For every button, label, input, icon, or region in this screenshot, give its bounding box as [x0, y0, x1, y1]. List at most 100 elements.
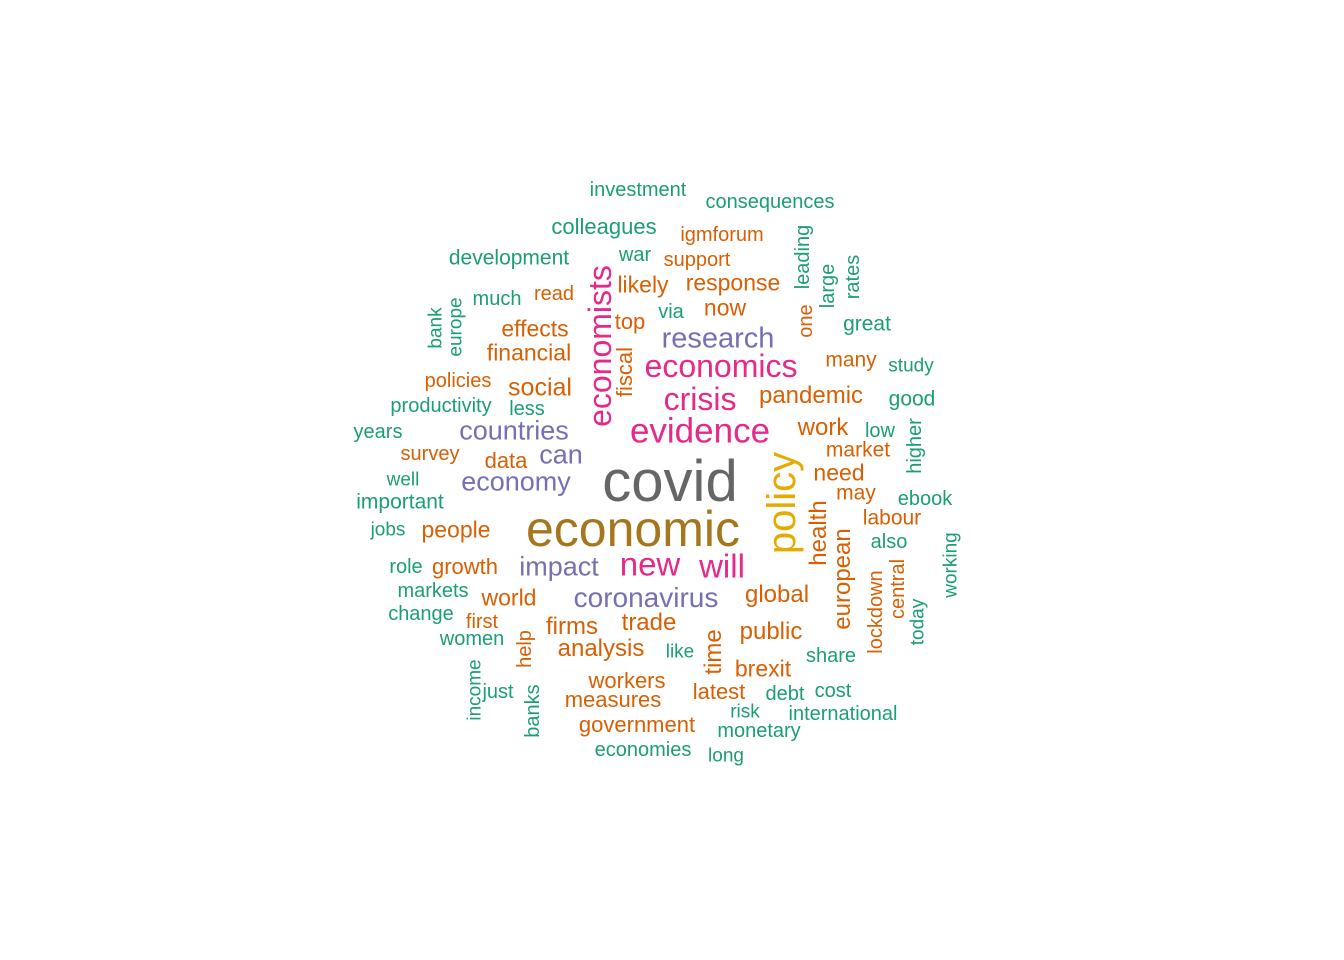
word-consequences: consequences — [705, 191, 835, 213]
word-income: income — [464, 659, 486, 721]
word-important: important — [356, 490, 444, 514]
word-one: one — [795, 304, 817, 338]
word-well: well — [386, 469, 420, 491]
word-will: will — [699, 547, 745, 585]
word-economy: economy — [461, 466, 571, 497]
word-bank: bank — [425, 307, 447, 349]
word-just: just — [482, 681, 514, 703]
word-markets: markets — [397, 580, 469, 602]
word-debt: debt — [765, 683, 805, 705]
word-also: also — [870, 531, 908, 553]
word-trade: trade — [621, 609, 677, 636]
word-war: war — [618, 244, 652, 266]
word-productivity: productivity — [390, 395, 492, 417]
word-higher: higher — [904, 418, 926, 474]
word-labour: labour — [862, 506, 922, 530]
word-central: central — [887, 558, 909, 620]
word-effects: effects — [501, 315, 569, 342]
word-time: time — [700, 629, 727, 675]
word-now: now — [703, 294, 747, 321]
word-public: public — [739, 618, 803, 645]
word-world: world — [481, 584, 537, 611]
word-leading: leading — [792, 224, 814, 290]
word-like: like — [665, 641, 695, 663]
word-response: response — [685, 269, 781, 296]
word-international: international — [788, 703, 898, 725]
word-firms: firms — [546, 613, 598, 640]
word-market: market — [825, 438, 891, 462]
word-investment: investment — [589, 179, 687, 201]
word-growth: growth — [431, 554, 499, 579]
word-colleagues: colleagues — [551, 214, 657, 239]
word-social: social — [508, 373, 572, 402]
word-global: global — [744, 581, 810, 608]
word-first: first — [465, 611, 499, 633]
word-measures: measures — [564, 687, 662, 712]
word-share: share — [805, 645, 857, 667]
word-good: good — [888, 387, 936, 411]
word-banks: banks — [522, 684, 544, 738]
word-igmforum: igmforum — [680, 224, 764, 246]
word-policies: policies — [424, 370, 492, 392]
word-government: government — [578, 712, 696, 737]
word-rates: rates — [842, 254, 864, 300]
word-may: may — [836, 481, 876, 505]
word-workers: workers — [588, 668, 666, 693]
word-covid: covid — [602, 449, 738, 514]
word-financial: financial — [486, 339, 572, 366]
word-long: long — [708, 745, 744, 767]
word-via: via — [658, 301, 684, 323]
word-much: much — [472, 288, 522, 310]
word-health: health — [805, 500, 832, 566]
word-evidence: evidence — [629, 411, 771, 451]
word-working: working — [940, 532, 962, 598]
word-study: study — [888, 355, 934, 377]
word-role: role — [389, 556, 423, 578]
word-less: less — [509, 398, 545, 420]
word-read: read — [533, 283, 575, 305]
word-european: european — [829, 528, 856, 630]
word-countries: countries — [459, 415, 569, 446]
word-great: great — [843, 312, 891, 336]
word-large: large — [817, 263, 839, 309]
word-top: top — [614, 309, 646, 334]
word-economies: economies — [594, 739, 692, 761]
word-analysis: analysis — [557, 635, 645, 662]
word-impact: impact — [519, 551, 599, 582]
word-ebook: ebook — [897, 488, 953, 510]
word-pandemic: pandemic — [758, 382, 864, 409]
word-economic: economic — [526, 501, 740, 557]
word-policy: policy — [760, 451, 804, 555]
word-economists: economists — [582, 265, 618, 427]
word-work: work — [797, 414, 849, 441]
word-economics: economics — [644, 348, 798, 384]
word-jobs: jobs — [370, 519, 406, 541]
word-help: help — [514, 630, 536, 668]
word-data: data — [484, 448, 528, 473]
word-low: low — [864, 420, 896, 442]
word-monetary: monetary — [717, 720, 801, 742]
word-risk: risk — [730, 701, 760, 723]
word-many: many — [825, 348, 877, 372]
word-need: need — [813, 459, 865, 486]
word-crisis: crisis — [663, 381, 737, 417]
word-cost: cost — [814, 680, 852, 702]
word-likely: likely — [617, 271, 669, 298]
word-new: new — [619, 545, 681, 583]
word-change: change — [388, 603, 454, 625]
word-years: years — [353, 421, 403, 443]
word-today: today — [907, 598, 929, 646]
word-lockdown: lockdown — [865, 570, 887, 654]
word-survey: survey — [400, 443, 460, 465]
word-coronavirus: coronavirus — [573, 582, 719, 613]
word-research: research — [661, 322, 775, 355]
word-brexit: brexit — [734, 655, 792, 682]
word-europe: europe — [445, 297, 467, 357]
word-can: can — [539, 439, 583, 470]
word-people: people — [421, 516, 491, 543]
word-fiscal: fiscal — [612, 346, 637, 398]
word-latest: latest — [692, 679, 746, 704]
word-development: development — [448, 246, 570, 270]
word-support: support — [663, 249, 731, 271]
